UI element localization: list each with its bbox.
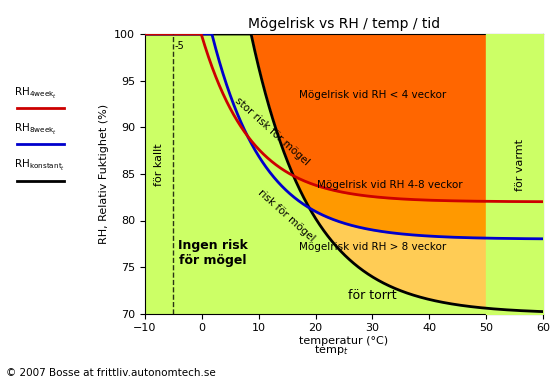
Text: för torrt: för torrt <box>348 289 397 302</box>
Text: risk för mögel: risk för mögel <box>256 188 316 244</box>
Text: Mögelrisk vid RH 4-8 veckor: Mögelrisk vid RH 4-8 veckor <box>316 180 462 190</box>
Text: för kallt: för kallt <box>154 143 164 186</box>
Text: stor risk för mögel: stor risk för mögel <box>233 96 311 168</box>
Text: © 2007 Bosse at frittliv.autonomtech.se: © 2007 Bosse at frittliv.autonomtech.se <box>6 368 216 378</box>
Text: RH$_{\mathsf{4week}_t}$: RH$_{\mathsf{4week}_t}$ <box>14 87 57 101</box>
Text: -5: -5 <box>175 42 185 51</box>
Title: Mögelrisk vs RH / temp / tid: Mögelrisk vs RH / temp / tid <box>248 17 440 31</box>
Text: RH$_{\mathsf{konstant}_t}$: RH$_{\mathsf{konstant}_t}$ <box>14 158 65 173</box>
Text: RH$_{\mathsf{8week}_t}$: RH$_{\mathsf{8week}_t}$ <box>14 122 57 137</box>
Text: Ingen risk
för mögel: Ingen risk för mögel <box>178 239 248 267</box>
Text: temp$_t$: temp$_t$ <box>314 344 349 358</box>
Text: Mögelrisk vid RH > 8 veckor: Mögelrisk vid RH > 8 veckor <box>299 242 446 252</box>
Y-axis label: RH, Relativ Fuktighet (%): RH, Relativ Fuktighet (%) <box>99 104 109 244</box>
Text: för varmt: för varmt <box>515 139 525 191</box>
Text: Mögelrisk vid RH < 4 veckor: Mögelrisk vid RH < 4 veckor <box>299 90 446 100</box>
X-axis label: temperatur (°C): temperatur (°C) <box>299 336 389 346</box>
